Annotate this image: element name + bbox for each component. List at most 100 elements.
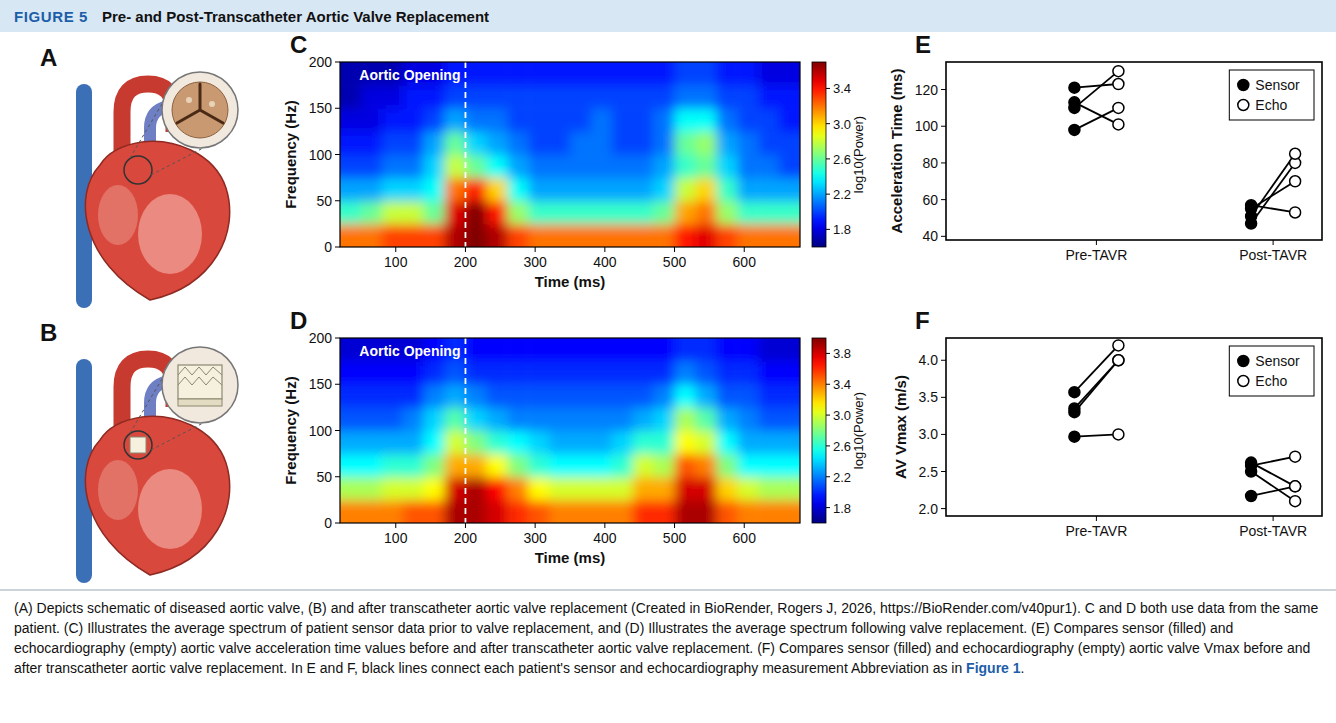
heatmap-cell (382, 108, 404, 132)
heatmap-cell (612, 338, 634, 362)
heatmap-cell (403, 85, 425, 109)
heatmap-cell (361, 85, 383, 109)
heatmap-cell (695, 62, 717, 86)
heatmap-cell (361, 224, 383, 247)
heatmap-cell (549, 431, 571, 455)
heatmap-cell (654, 62, 676, 86)
header-band (0, 0, 1336, 32)
heatmap-cell (486, 384, 508, 408)
x-tick (744, 247, 745, 252)
caption: (A) Depicts schematic of diseased aortic… (14, 598, 1320, 678)
heatmap-cell (591, 361, 613, 385)
heatmap-cell (528, 178, 550, 202)
colorbar-tick (826, 229, 830, 230)
legend-label: Sensor (1255, 353, 1300, 369)
y-tick-label: 2.5 (919, 464, 939, 480)
point (1113, 102, 1124, 113)
y-tick (335, 154, 340, 155)
heatmap-cell (445, 454, 467, 478)
x-tick (1273, 240, 1274, 245)
heatmap-cell (737, 338, 759, 362)
heatmap-cell (779, 407, 800, 431)
point (1246, 466, 1257, 477)
ventricle (138, 469, 202, 549)
y-axis-title: Acceleration Time (ms) (888, 69, 905, 234)
panel-label: C (290, 31, 307, 58)
heatmap-cell (591, 454, 613, 478)
heatmap-cell (716, 384, 738, 408)
plot-frame (340, 338, 800, 523)
y-tick-label: 200 (309, 54, 333, 70)
colorbar-tick (826, 123, 830, 124)
colorbar-tick-label: 3.4 (833, 81, 851, 96)
point (1246, 200, 1257, 211)
heatmap-cell (612, 224, 634, 247)
heatmap-cell (465, 201, 487, 225)
diseased-valve-schematic (84, 72, 238, 300)
heatmap-cell (779, 500, 800, 523)
x-tick-label: 300 (523, 530, 547, 546)
colorbar-tick-label: 3.4 (833, 377, 851, 392)
patient-link (1251, 181, 1295, 209)
ventricle (138, 194, 202, 274)
heatmap-cell (486, 201, 508, 225)
colorbar-tick (826, 507, 830, 508)
inset-pointer (151, 147, 205, 175)
heatmap-cell (507, 477, 529, 501)
heatmap-cell (654, 361, 676, 385)
x-tick-label: 400 (593, 530, 617, 546)
colorbar-title: log10(Power) (851, 392, 866, 469)
heatmap-cells (340, 62, 800, 247)
heatmap-cell (695, 500, 717, 523)
heatmap-cell (465, 62, 487, 86)
heatmap-cell (633, 224, 655, 247)
heatmap-cell (361, 178, 383, 202)
annotation: Aortic Opening (359, 67, 460, 83)
heatmap-cell (654, 454, 676, 478)
y-tick-label: 120 (915, 82, 939, 98)
heart (85, 416, 229, 575)
heatmap-cell (633, 201, 655, 225)
valve (172, 82, 228, 138)
heatmap-cell (528, 62, 550, 86)
heatmap-cell (716, 201, 738, 225)
x-tick (465, 247, 466, 252)
heatmap-cell (591, 85, 613, 109)
heatmap-cell (507, 407, 529, 431)
heatmap-cell (695, 131, 717, 155)
heatmap-cell (779, 85, 800, 109)
heatmap-cell (695, 155, 717, 179)
heatmap-cell (528, 201, 550, 225)
heatmap-cell (779, 384, 800, 408)
heatmap-cell (382, 155, 404, 179)
heatmap-cell (507, 155, 529, 179)
heatmap-cell (528, 155, 550, 179)
heatmap-cell (361, 131, 383, 155)
heatmap-cell (465, 338, 487, 362)
point (1290, 496, 1301, 507)
x-tick (1273, 516, 1274, 521)
heatmap-cell (486, 224, 508, 247)
stent-valve (178, 365, 222, 399)
heatmap-cell (361, 431, 383, 455)
heatmap-cell (612, 454, 634, 478)
heatmap-cell (737, 155, 759, 179)
y-tick-label: 150 (309, 376, 333, 392)
heatmap-cell (758, 224, 780, 247)
plot-area (1069, 66, 1301, 229)
x-tick (744, 523, 745, 528)
heatmap-cell (465, 500, 487, 523)
category-label: Pre-TAVR (1066, 523, 1128, 539)
colorbar-tick (826, 88, 830, 89)
heatmap-cell (675, 500, 697, 523)
heatmap-cell (758, 454, 780, 478)
panel-label: A (40, 44, 57, 71)
x-tick (1096, 516, 1097, 521)
y-tick (335, 108, 340, 109)
heatmap-cell (654, 338, 676, 362)
heatmap-cell (424, 131, 446, 155)
heatmap-cell (675, 384, 697, 408)
heatmap-cell (633, 85, 655, 109)
heatmap-cell (382, 431, 404, 455)
inset (162, 72, 238, 148)
